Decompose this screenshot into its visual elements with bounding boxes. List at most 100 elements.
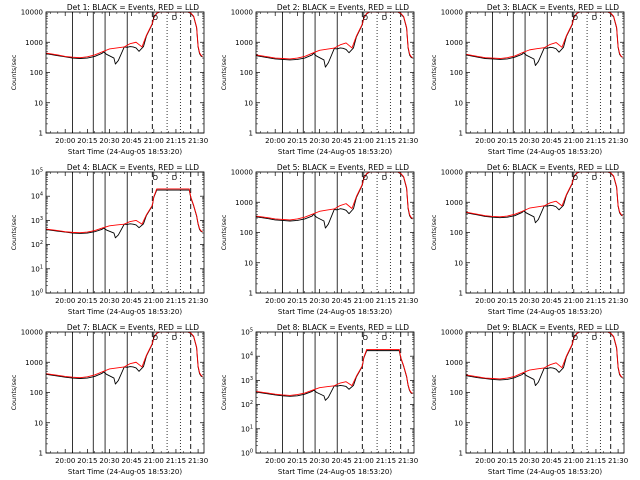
- series-group: [466, 172, 623, 224]
- x-tick-label: 21:15: [586, 137, 606, 145]
- x-tick-label: 21:30: [188, 457, 208, 465]
- chart-panel-8: Det 8: BLACK = Events, RED = LLD Counts/s…: [220, 323, 418, 476]
- x-tick-label: 20:30: [309, 457, 329, 465]
- x-tick-label: 20:30: [99, 297, 119, 305]
- y-tick-label: 10: [244, 259, 253, 267]
- x-tick-label: 21:30: [608, 457, 628, 465]
- y-tick-label: 10000: [21, 329, 43, 337]
- y-tick-label: 1000: [235, 39, 253, 47]
- x-tick-label: 21:30: [398, 457, 418, 465]
- x-tick-label: 21:00: [144, 457, 164, 465]
- series-group: [466, 12, 623, 66]
- x-tick-label: 20:00: [55, 137, 75, 145]
- x-tick-label: 20:15: [77, 457, 97, 465]
- annotation-o: O: [363, 174, 369, 182]
- x-tick-label: 21:00: [354, 297, 374, 305]
- annotation-d: D: [382, 334, 387, 342]
- y-tick-label: 100: [30, 389, 43, 397]
- y-tick-label: 1000: [25, 359, 43, 367]
- x-tick-label: 20:45: [542, 297, 562, 305]
- panel-title: Det 5: BLACK = Events, RED = LLD: [277, 163, 409, 172]
- annotation-d: D: [592, 174, 597, 182]
- x-tick-label: 20:45: [542, 457, 562, 465]
- panel-title: Det 6: BLACK = Events, RED = LLD: [487, 163, 619, 172]
- x-tick-label: 20:45: [332, 457, 352, 465]
- x-tick-label: 20:45: [332, 297, 352, 305]
- y-tick-label: 10: [34, 419, 43, 427]
- y-tick-label: 1: [459, 290, 463, 298]
- y-tick-label: 101: [241, 424, 253, 433]
- y-axis-label: Counts/sec: [220, 54, 228, 90]
- x-tick-label: 20:00: [475, 137, 495, 145]
- x-tick-label: 20:45: [122, 297, 142, 305]
- y-axis-label: Counts/sec: [10, 214, 18, 250]
- x-tick-label: 21:30: [188, 297, 208, 305]
- y-tick-label: 101: [31, 264, 43, 273]
- x-tick-label: 20:00: [475, 297, 495, 305]
- x-tick-label: 20:30: [99, 137, 119, 145]
- y-tick-label: 1000: [445, 39, 463, 47]
- y-tick-label: 10: [34, 99, 43, 107]
- x-tick-label: 21:00: [144, 297, 164, 305]
- series-line-lld: [46, 188, 203, 234]
- annotation-d: D: [172, 334, 177, 342]
- x-tick-label: 21:15: [586, 457, 606, 465]
- x-tick-label: 20:45: [542, 137, 562, 145]
- y-axis-label: Counts/sec: [430, 214, 438, 250]
- plot-frame: [45, 11, 205, 134]
- x-axis-label: Start Time (24-Aug-05 18:53:20): [68, 148, 182, 156]
- y-tick-label: 1000: [445, 359, 463, 367]
- y-tick-label: 10000: [441, 9, 463, 17]
- x-axis-label: Start Time (24-Aug-05 18:53:20): [488, 148, 602, 156]
- y-tick-label: 10000: [21, 9, 43, 17]
- series-line-lld: [256, 172, 413, 221]
- x-tick-label: 21:15: [166, 297, 186, 305]
- annotation-d: D: [382, 14, 387, 22]
- y-tick-label: 104: [31, 192, 43, 201]
- panel-title: Det 9: BLACK = Events, RED = LLD: [487, 323, 619, 332]
- panel-title: Det 1: BLACK = Events, RED = LLD: [67, 3, 199, 12]
- annotation-o: O: [153, 14, 159, 22]
- y-axis-label: Counts/sec: [10, 374, 18, 410]
- x-tick-label: 21:15: [166, 457, 186, 465]
- series-group: [46, 12, 203, 65]
- x-axis-label: Start Time (24-Aug-05 18:53:20): [68, 308, 182, 316]
- annotation-d: D: [592, 14, 597, 22]
- y-axis-label: Counts/sec: [220, 214, 228, 250]
- x-tick-label: 21:30: [398, 137, 418, 145]
- y-tick-label: 10: [454, 259, 463, 267]
- x-tick-label: 21:00: [144, 137, 164, 145]
- y-tick-label: 100: [240, 229, 253, 237]
- x-tick-label: 20:30: [99, 457, 119, 465]
- x-tick-label: 20:15: [287, 137, 307, 145]
- series-line-events: [466, 172, 623, 224]
- annotation-d: D: [382, 174, 387, 182]
- x-tick-label: 20:45: [122, 137, 142, 145]
- annotation-o: O: [363, 334, 369, 342]
- annotation-o: O: [363, 14, 369, 22]
- y-tick-label: 100: [450, 389, 463, 397]
- y-axis-label: Counts/sec: [220, 374, 228, 410]
- x-axis-label: Start Time (24-Aug-05 18:53:20): [278, 148, 392, 156]
- x-axis-label: Start Time (24-Aug-05 18:53:20): [278, 308, 392, 316]
- y-tick-label: 1000: [25, 39, 43, 47]
- panel-title: Det 8: BLACK = Events, RED = LLD: [277, 323, 409, 332]
- y-tick-label: 100: [450, 229, 463, 237]
- chart-panel-5: Det 5: BLACK = Events, RED = LLD Counts/s…: [220, 163, 418, 316]
- plot-frame: [255, 171, 415, 294]
- series-group: [256, 349, 413, 401]
- series-group: [46, 332, 203, 385]
- y-tick-label: 102: [241, 400, 253, 409]
- y-tick-label: 102: [31, 240, 43, 249]
- x-tick-label: 20:15: [287, 457, 307, 465]
- y-tick-label: 1: [459, 130, 463, 138]
- y-tick-label: 1: [249, 130, 253, 138]
- x-tick-label: 20:45: [122, 457, 142, 465]
- y-tick-label: 10000: [231, 9, 253, 17]
- plot-frame: [45, 331, 205, 454]
- x-tick-label: 21:00: [564, 457, 584, 465]
- chart-panel-3: Det 3: BLACK = Events, RED = LLD Counts/s…: [430, 3, 628, 156]
- y-tick-label: 10: [454, 419, 463, 427]
- x-tick-label: 20:30: [309, 297, 329, 305]
- annotation-o: O: [153, 334, 159, 342]
